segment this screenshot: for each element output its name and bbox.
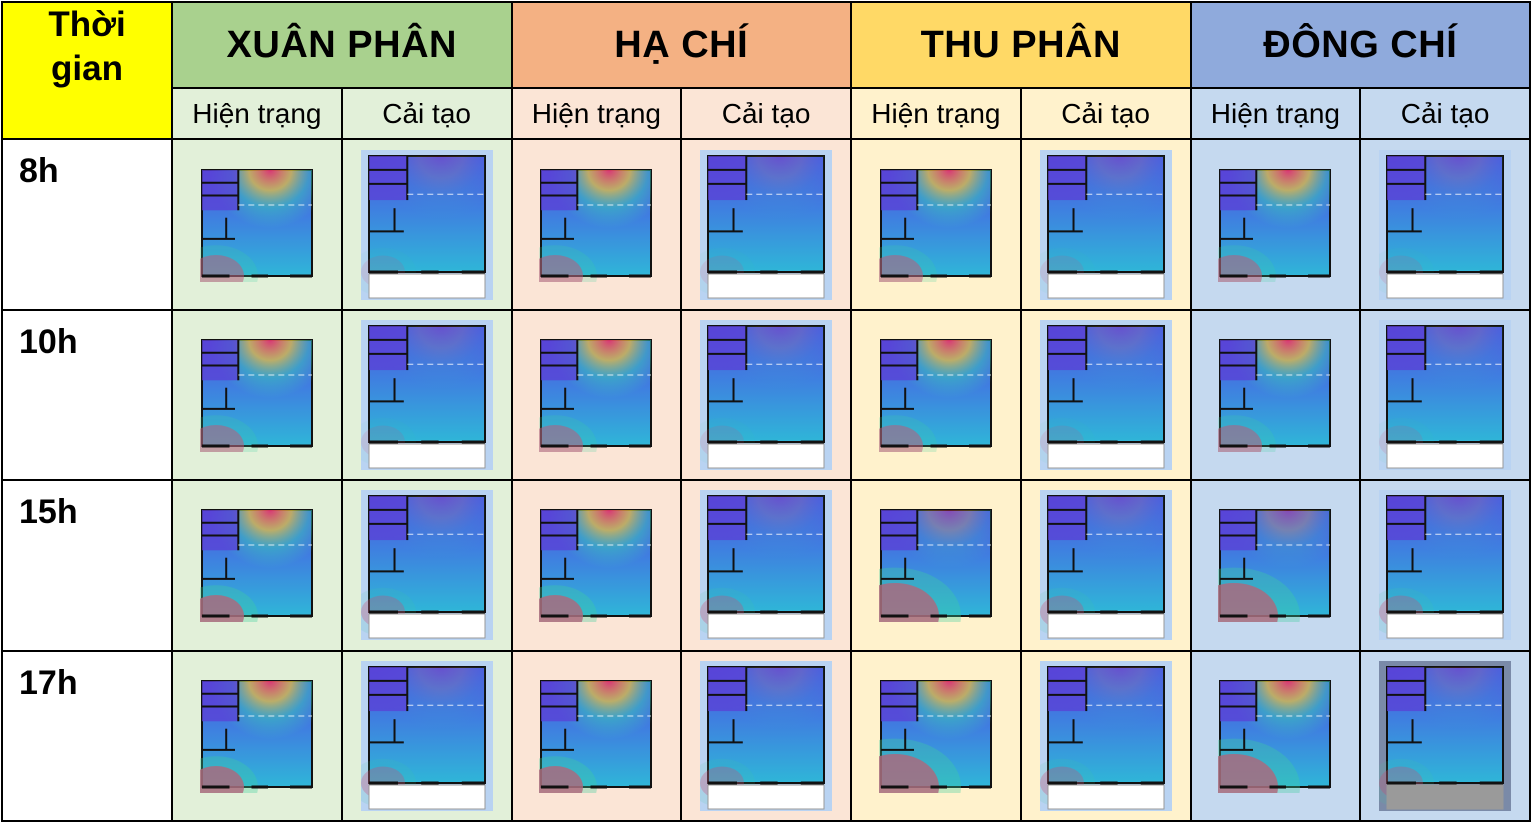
time-label: 15h: [19, 493, 78, 532]
subheader-label: Cải tạo: [1061, 97, 1150, 129]
time-cell: 8h: [1, 138, 173, 311]
subheader-existing: Hiện trạng: [171, 87, 343, 141]
time-label: 10h: [19, 322, 78, 361]
simulation-cell-existing: [850, 649, 1022, 823]
simulation-cell-existing: [1189, 138, 1362, 311]
daylight-floor-plan-heatmap-icon: [1192, 679, 1360, 793]
simulation-cell-existing: [1189, 649, 1362, 823]
daylight-floor-plan-heatmap-icon: [343, 490, 511, 641]
daylight-floor-plan-heatmap-icon: [1022, 149, 1190, 300]
time-header-label: Thời gian: [48, 5, 126, 88]
simulation-cell-existing: [510, 308, 683, 482]
subheader-label: Hiện trạng: [531, 97, 661, 129]
daylight-floor-plan-heatmap-icon: [343, 660, 511, 811]
daylight-floor-plan-heatmap-icon: [1192, 168, 1360, 282]
simulation-cell-improved: [1019, 479, 1192, 652]
simulation-cell-improved: [1359, 308, 1531, 482]
simulation-cell-improved: [1019, 308, 1192, 482]
simulation-cell-existing: [171, 308, 343, 482]
subheader-existing: Hiện trạng: [850, 87, 1022, 141]
simulation-cell-improved: [680, 479, 852, 652]
daylight-floor-plan-heatmap-icon: [1361, 660, 1529, 811]
time-cell: 17h: [1, 649, 173, 823]
season-header-autumn-equinox: THU PHÂN: [850, 0, 1192, 90]
simulation-cell-improved: [1019, 138, 1192, 311]
subheader-label: Hiện trạng: [1210, 97, 1340, 129]
season-label: XUÂN PHÂN: [226, 23, 457, 66]
daylight-floor-plan-heatmap-icon: [513, 168, 681, 282]
daylight-floor-plan-heatmap-icon: [682, 149, 850, 300]
simulation-cell-existing: [171, 479, 343, 652]
daylight-floor-plan-heatmap-icon: [1022, 319, 1190, 470]
simulation-cell-existing: [1189, 308, 1362, 482]
daylight-floor-plan-heatmap-icon: [682, 660, 850, 811]
time-cell: 15h: [1, 479, 173, 652]
season-label: HẠ CHÍ: [614, 23, 749, 66]
subheader-improved: Cải tạo: [1019, 87, 1192, 141]
time-label: 17h: [19, 663, 78, 702]
subheader-label: Hiện trạng: [192, 97, 322, 129]
subheader-improved: Cải tạo: [680, 87, 852, 141]
simulation-cell-improved: [340, 479, 513, 652]
daylight-floor-plan-heatmap-icon: [1022, 660, 1190, 811]
simulation-cell-improved: [1359, 479, 1531, 652]
daylight-floor-plan-heatmap-icon: [1361, 490, 1529, 641]
daylight-floor-plan-heatmap-icon: [1022, 490, 1190, 641]
simulation-cell-existing: [510, 479, 683, 652]
daylight-floor-plan-heatmap-icon: [173, 679, 341, 793]
daylight-floor-plan-heatmap-icon: [173, 508, 341, 623]
simulation-cell-improved: [680, 649, 852, 823]
season-header-summer-solstice: HẠ CHÍ: [510, 0, 852, 90]
time-label: 8h: [19, 152, 59, 191]
daylight-floor-plan-heatmap-icon: [343, 149, 511, 300]
simulation-cell-improved: [340, 308, 513, 482]
daylight-floor-plan-heatmap-icon: [343, 319, 511, 470]
season-header-winter-solstice: ĐÔNG CHÍ: [1189, 0, 1531, 90]
subheader-label: Cải tạo: [382, 97, 471, 129]
simulation-cell-improved: [340, 138, 513, 311]
simulation-cell-improved: [680, 308, 852, 482]
daylight-floor-plan-heatmap-icon: [173, 338, 341, 452]
subheader-label: Cải tạo: [721, 97, 811, 129]
simulation-cell-existing: [850, 479, 1022, 652]
simulation-cell-existing: [510, 138, 683, 311]
simulation-cell-existing: [510, 649, 683, 823]
time-header: Thời gian: [1, 0, 173, 141]
subheader-existing: Hiện trạng: [510, 87, 683, 141]
simulation-cell-improved: [1359, 649, 1531, 823]
simulation-cell-improved: [340, 649, 513, 823]
season-header-spring-equinox: XUÂN PHÂN: [171, 0, 513, 90]
daylight-floor-plan-heatmap-icon: [513, 508, 681, 623]
daylight-floor-plan-heatmap-icon: [173, 168, 341, 282]
simulation-cell-existing: [1189, 479, 1362, 652]
daylight-floor-plan-heatmap-icon: [682, 319, 850, 470]
simulation-cell-existing: [850, 308, 1022, 482]
simulation-cell-existing: [171, 138, 343, 311]
simulation-cell-improved: [680, 138, 852, 311]
daylight-floor-plan-heatmap-icon: [513, 338, 681, 452]
daylight-floor-plan-heatmap-icon: [682, 490, 850, 641]
daylight-floor-plan-heatmap-icon: [852, 508, 1020, 623]
simulation-cell-existing: [171, 649, 343, 823]
subheader-improved: Cải tạo: [1359, 87, 1531, 141]
simulation-cell-improved: [1019, 649, 1192, 823]
season-label: ĐÔNG CHÍ: [1263, 23, 1458, 66]
daylight-floor-plan-heatmap-icon: [1361, 319, 1529, 470]
subheader-improved: Cải tạo: [340, 87, 513, 141]
subheader-label: Cải tạo: [1400, 97, 1490, 129]
daylight-floor-plan-heatmap-icon: [852, 168, 1020, 282]
daylight-floor-plan-heatmap-icon: [1192, 508, 1360, 623]
daylight-floor-plan-heatmap-icon: [1192, 338, 1360, 452]
simulation-cell-improved: [1359, 138, 1531, 311]
time-cell: 10h: [1, 308, 173, 482]
season-label: THU PHÂN: [920, 23, 1121, 66]
daylight-floor-plan-heatmap-icon: [1361, 149, 1529, 300]
subheader-existing: Hiện trạng: [1189, 87, 1362, 141]
daylight-floor-plan-heatmap-icon: [852, 338, 1020, 452]
subheader-label: Hiện trạng: [871, 97, 1001, 129]
simulation-cell-existing: [850, 138, 1022, 311]
daylight-floor-plan-heatmap-icon: [852, 679, 1020, 793]
daylight-floor-plan-heatmap-icon: [513, 679, 681, 793]
